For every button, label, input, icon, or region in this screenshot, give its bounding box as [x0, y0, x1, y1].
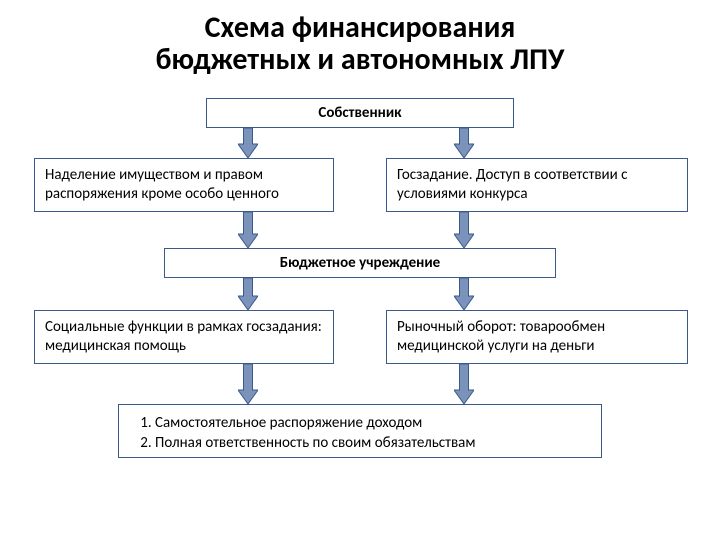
box-market-turnover: Рыночный оборот: товарообмен медицинской… — [386, 310, 688, 364]
box-owner-label: Собственник — [318, 104, 401, 123]
bottom-ordered-list: Самостоятельное распоряжение доходом Пол… — [133, 413, 587, 454]
down-arrow-8 — [454, 364, 474, 404]
down-arrow-4 — [454, 212, 474, 248]
box-social-functions: Социальные функции в рамках госзадания: … — [34, 310, 334, 364]
box-state-assignment-text: Госзадание. Доступ в соответствии с усло… — [397, 166, 677, 204]
box-budget-institution-label: Бюджетное учреждение — [280, 254, 440, 273]
box-budget-institution: Бюджетное учреждение — [164, 248, 556, 278]
box-social-functions-text: Социальные функции в рамках госзадания: … — [45, 318, 323, 356]
down-arrow-6 — [454, 278, 474, 310]
down-arrow-7 — [238, 364, 258, 404]
down-arrow-3 — [238, 212, 258, 248]
title-line2: бюджетных и автономных ЛПУ — [156, 41, 565, 78]
bottom-item-1: Самостоятельное распоряжение доходом — [155, 413, 587, 433]
box-state-assignment: Госзадание. Доступ в соответствии с усло… — [386, 158, 688, 212]
down-arrow-2 — [454, 128, 474, 158]
down-arrow-5 — [238, 278, 258, 310]
down-arrow-1 — [238, 128, 258, 158]
diagram-title: Схема финансирования бюджетных и автоном… — [0, 0, 720, 75]
box-owner: Собственник — [206, 98, 514, 128]
box-bottom-list: Самостоятельное распоряжение доходом Пол… — [118, 404, 602, 458]
box-property-rights: Наделение имуществом и правом распоряжен… — [34, 158, 334, 212]
bottom-item-2: Полная ответственность по своим обязател… — [155, 433, 587, 453]
box-property-rights-text: Наделение имуществом и правом распоряжен… — [45, 166, 323, 204]
box-market-turnover-text: Рыночный оборот: товарообмен медицинской… — [397, 318, 677, 356]
